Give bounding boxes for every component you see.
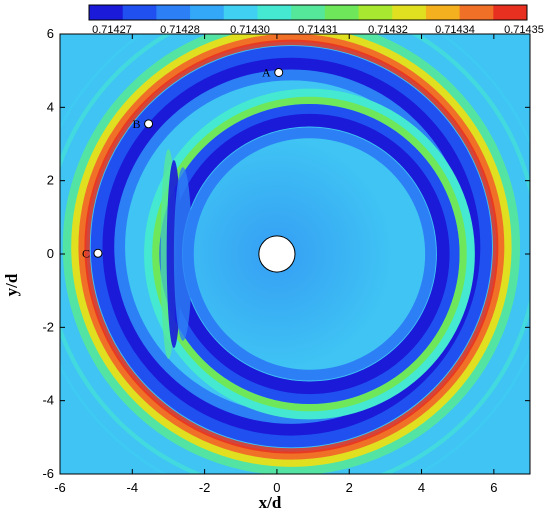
shock-front-band bbox=[62, 34, 520, 474]
colorbar-band bbox=[358, 5, 393, 20]
y-tick-label: -6 bbox=[42, 466, 54, 481]
probe-point-label: C bbox=[82, 246, 90, 260]
colorbar-band bbox=[156, 5, 191, 20]
colorbar-band bbox=[223, 5, 258, 20]
colorbar-tick-label: 0.71432 bbox=[368, 24, 408, 36]
shock-front-band bbox=[84, 39, 499, 454]
reflection-band bbox=[173, 167, 192, 341]
colorbar: 0.71427 0.71428 0.71430 0.71431 0.71432 0.714… bbox=[88, 4, 544, 36]
probe-point-label: B bbox=[133, 117, 141, 131]
y-axis-label: y/d bbox=[2, 273, 21, 296]
colorbar-tick-label: 0.71435 bbox=[504, 24, 544, 36]
colorbar-tick-label: 0.71427 bbox=[92, 24, 132, 36]
colorbar-band bbox=[493, 5, 528, 20]
shock-front-band bbox=[152, 96, 467, 412]
plot-area: -6 -4 -2 0 2 4 6 -6 -4 -2 0 2 4 6 A B C bbox=[42, 26, 531, 495]
probe-point-a bbox=[274, 68, 284, 77]
y-tick-label: -2 bbox=[42, 319, 54, 334]
cylinder-body bbox=[258, 235, 296, 273]
x-tick-label: -4 bbox=[127, 480, 139, 495]
x-tick-label: 4 bbox=[418, 480, 425, 495]
colorbar-band bbox=[425, 5, 461, 20]
y-tick-label: 2 bbox=[47, 173, 54, 188]
colorbar-band bbox=[122, 5, 157, 20]
x-tick-label: -2 bbox=[199, 480, 211, 495]
probe-point-label: A bbox=[262, 66, 271, 80]
x-tick-label: 6 bbox=[490, 480, 497, 495]
y-tick-label: 0 bbox=[47, 246, 54, 261]
y-tick-label: 6 bbox=[47, 26, 54, 41]
colorbar-band bbox=[89, 5, 124, 20]
colorbar-band bbox=[190, 5, 225, 20]
shock-front-band bbox=[71, 34, 512, 467]
x-tick-label: 0 bbox=[273, 480, 280, 495]
shock-front-band bbox=[90, 46, 493, 448]
colorbar-tick-label: 0.71430 bbox=[230, 24, 270, 36]
colorbar-tick-label: 0.71428 bbox=[160, 24, 200, 36]
colorbar-tick-label: 0.71434 bbox=[435, 24, 475, 36]
x-tick-label: 2 bbox=[346, 480, 353, 495]
colorbar-band bbox=[392, 5, 427, 20]
colorbar-band bbox=[459, 5, 494, 20]
shock-front-band bbox=[144, 88, 475, 420]
colorbar-band bbox=[291, 5, 326, 20]
x-tick-label: -6 bbox=[54, 480, 66, 495]
colorbar-band bbox=[324, 5, 360, 20]
probe-point-b bbox=[144, 119, 154, 129]
colorbar-band bbox=[257, 5, 292, 20]
y-tick-label: -4 bbox=[42, 393, 54, 408]
x-axis-label: x/d bbox=[259, 493, 282, 512]
colorbar-tick-label: 0.71431 bbox=[298, 24, 338, 36]
shock-front-band bbox=[78, 34, 505, 460]
y-tick-label: 4 bbox=[47, 99, 54, 114]
probe-point-c bbox=[93, 248, 103, 258]
